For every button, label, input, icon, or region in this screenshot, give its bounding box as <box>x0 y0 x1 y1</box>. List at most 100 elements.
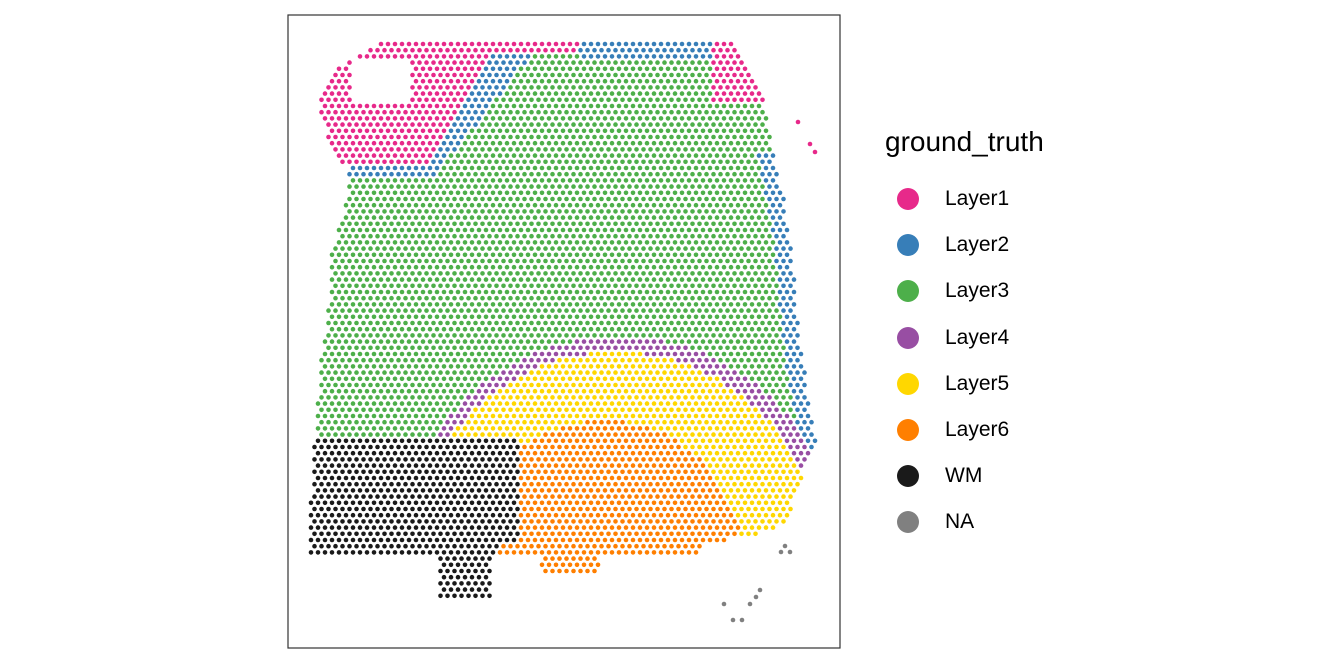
spot-layer3 <box>623 302 629 307</box>
spot-layer5 <box>581 401 587 406</box>
spot-layer5 <box>599 407 604 413</box>
spot-layer6 <box>581 463 587 468</box>
spot-wm <box>396 457 401 462</box>
spot-wm <box>382 469 387 475</box>
spot-wm <box>504 500 510 506</box>
spot-layer5 <box>665 388 671 394</box>
spot-layer3 <box>707 240 713 245</box>
spot-layer3 <box>375 308 380 313</box>
spot-layer3 <box>445 246 450 251</box>
spot-layer3 <box>679 190 685 196</box>
spot-layer1 <box>424 85 429 90</box>
spot-layer3 <box>441 388 447 394</box>
spot-wm <box>420 512 426 518</box>
spot-layer6 <box>686 475 692 481</box>
spot-layer3 <box>571 85 576 90</box>
spot-layer4 <box>732 382 737 388</box>
spot-layer6 <box>550 432 555 437</box>
spot-wm <box>385 488 391 493</box>
spot-layer6 <box>588 438 594 444</box>
spot-layer5 <box>602 401 608 406</box>
spot-layer3 <box>392 264 398 270</box>
spot-wm <box>399 512 405 518</box>
spot-layer5 <box>641 382 646 388</box>
spot-layer6 <box>665 475 671 481</box>
spot-layer3 <box>714 153 720 158</box>
spot-layer3 <box>518 351 524 357</box>
spot-layer3 <box>732 233 737 239</box>
spot-layer3 <box>690 196 695 202</box>
spot-layer3 <box>361 221 366 227</box>
spot-layer3 <box>648 60 653 65</box>
spot-layer2 <box>651 41 657 47</box>
spot-layer3 <box>637 326 643 332</box>
spot-layer1 <box>711 60 716 65</box>
spot-layer3 <box>546 326 552 332</box>
spot-layer3 <box>434 289 440 295</box>
spot-layer3 <box>567 128 573 134</box>
spot-layer3 <box>599 109 604 115</box>
spot-layer3 <box>424 184 429 189</box>
spot-layer5 <box>581 388 587 394</box>
spot-layer6 <box>543 494 548 499</box>
spot-layer6 <box>543 432 548 437</box>
spot-layer2 <box>399 165 405 171</box>
spot-layer3 <box>641 221 646 227</box>
spot-layer1 <box>403 159 408 165</box>
spot-layer3 <box>574 178 580 183</box>
spot-layer3 <box>581 66 587 72</box>
spot-layer3 <box>529 72 534 78</box>
spot-layer3 <box>553 326 559 332</box>
spot-layer3 <box>497 190 503 196</box>
spot-layer5 <box>700 388 706 394</box>
spot-layer3 <box>385 302 391 307</box>
spot-layer5 <box>760 481 765 487</box>
spot-layer3 <box>403 196 408 202</box>
spot-layer3 <box>749 376 755 382</box>
spot-wm <box>427 488 433 493</box>
spot-layer6 <box>679 512 685 518</box>
spot-layer6 <box>536 506 541 512</box>
spot-wm <box>490 450 496 456</box>
spot-layer6 <box>627 481 632 487</box>
spot-layer3 <box>522 209 527 214</box>
spot-layer4 <box>508 370 513 375</box>
spot-layer1 <box>382 122 387 127</box>
spot-layer3 <box>459 171 464 177</box>
spot-layer1 <box>347 134 352 140</box>
spot-layer3 <box>476 215 482 220</box>
spot-layer1 <box>336 128 342 134</box>
spot-layer3 <box>413 277 419 282</box>
spot-layer4 <box>756 388 762 394</box>
spot-layer5 <box>560 364 566 369</box>
spot-layer3 <box>732 283 737 289</box>
spot-wm <box>508 506 513 512</box>
spot-layer3 <box>336 227 342 233</box>
spot-layer3 <box>606 122 611 127</box>
spot-layer3 <box>483 190 489 196</box>
spot-layer3 <box>410 382 415 388</box>
spot-layer3 <box>469 388 475 394</box>
spot-layer3 <box>704 109 709 115</box>
spot-layer3 <box>546 302 552 307</box>
spot-layer3 <box>665 289 671 295</box>
spot-layer3 <box>774 283 779 289</box>
spot-layer3 <box>466 271 471 276</box>
spot-layer5 <box>753 432 758 437</box>
spot-layer3 <box>672 153 678 158</box>
spot-layer1 <box>420 128 426 134</box>
spot-layer3 <box>690 308 695 313</box>
spot-layer4 <box>700 351 706 357</box>
spot-layer5 <box>763 463 769 468</box>
spot-layer2 <box>791 401 797 406</box>
spot-layer5 <box>784 475 790 481</box>
spot-wm <box>480 506 485 512</box>
spot-layer3 <box>371 190 377 196</box>
spot-layer3 <box>445 283 450 289</box>
spot-layer4 <box>658 339 664 344</box>
spot-layer3 <box>672 91 678 96</box>
spot-layer3 <box>714 252 720 258</box>
spot-layer6 <box>588 463 594 468</box>
spot-layer3 <box>679 165 685 171</box>
spot-wm <box>490 438 496 444</box>
